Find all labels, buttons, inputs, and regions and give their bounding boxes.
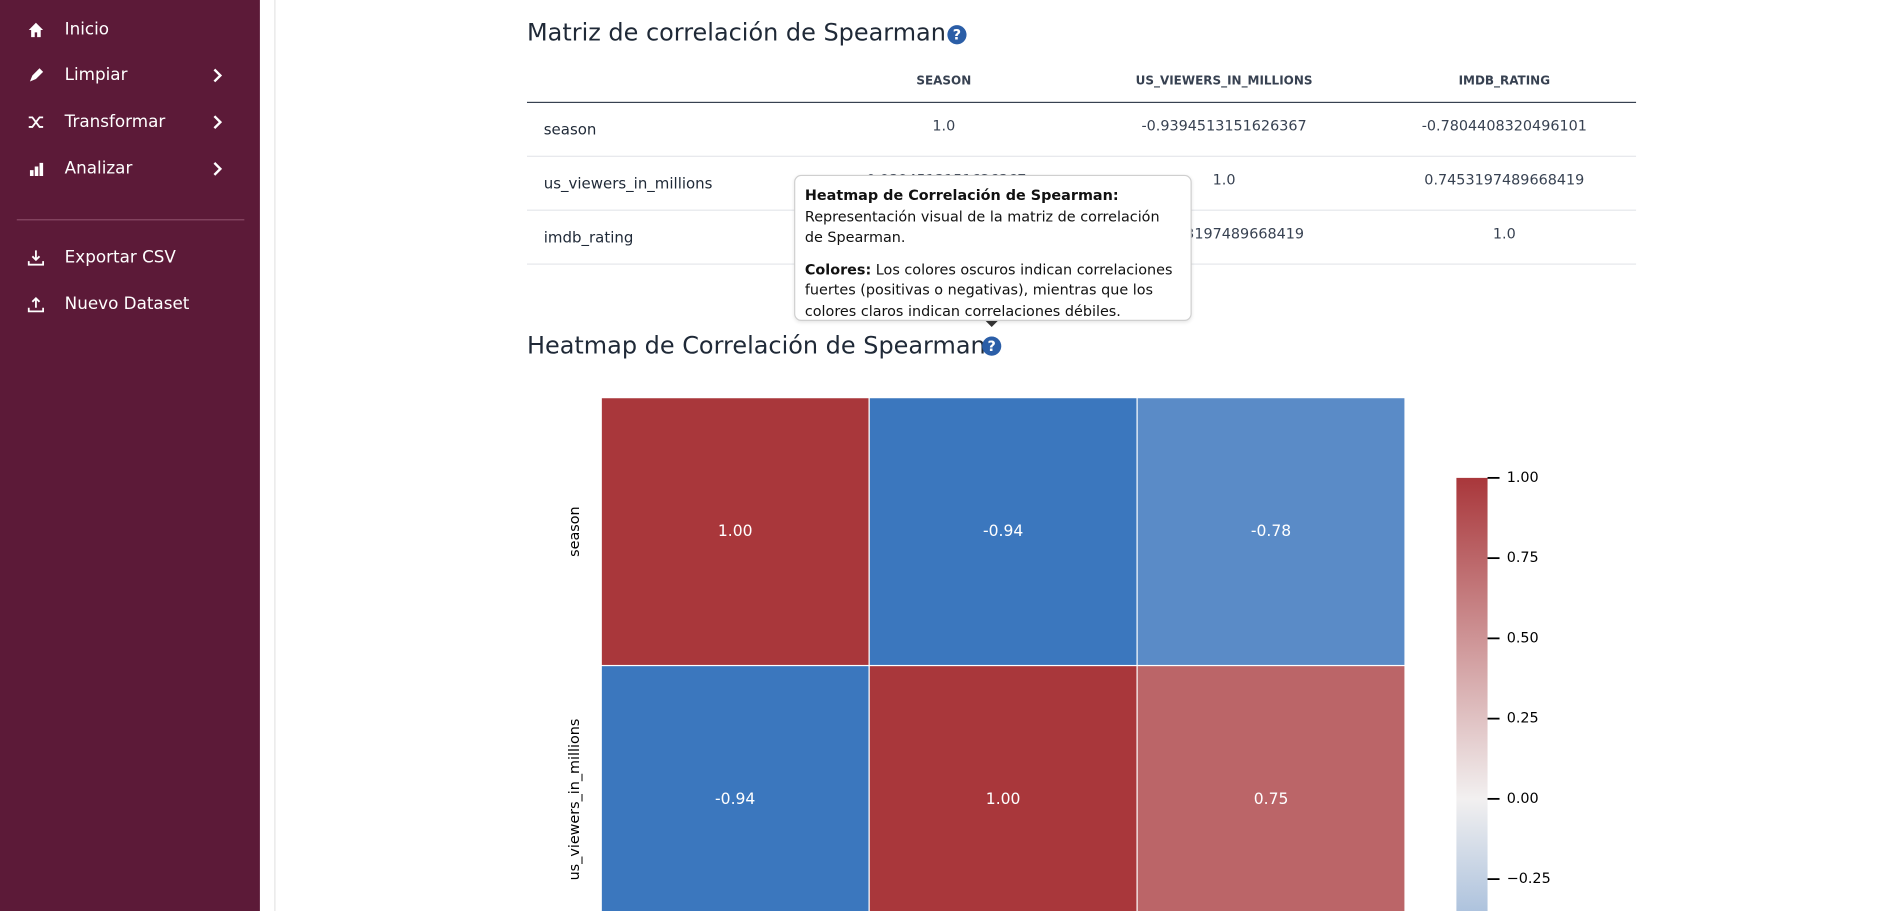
column-header: IMDB_RATING: [1458, 74, 1551, 89]
tooltip-heading: Colores:: [804, 260, 872, 278]
table-cell: -0.9394513151626367: [1141, 117, 1307, 135]
heatmap-title: Heatmap de Correlación de Spearman: [526, 330, 986, 360]
icon: [28, 22, 44, 38]
sidebar: Inicio Limpiar Transformar Analizar Expo…: [0, 0, 260, 911]
chevron: [213, 68, 223, 83]
help-icon[interactable]: ?: [982, 336, 1002, 356]
heatmap-cell: [868, 397, 1138, 667]
row-label: imdb_rating: [543, 228, 634, 247]
table-cell: 0.7453197489668419: [1424, 171, 1585, 189]
tooltip: Heatmap de Correlación de Spearman: Repr…: [794, 174, 1192, 321]
icon: [29, 68, 44, 82]
nav-item[interactable]: Transformar: [64, 112, 166, 132]
row-label: season: [543, 120, 597, 139]
table-cell: 1.0: [932, 117, 956, 135]
heatmap-cell: [600, 664, 870, 911]
column-header: SEASON: [916, 74, 972, 89]
heatmap-cell: [1136, 397, 1406, 667]
colorbar-tick-label: −0.25: [1507, 871, 1551, 887]
nav-item[interactable]: Limpiar: [64, 65, 128, 86]
colorbar: [1456, 477, 1488, 911]
icon: [29, 162, 44, 177]
row-rule: [526, 155, 1637, 157]
table-cell: 1.0: [1212, 171, 1236, 189]
action-item[interactable]: Nuevo Dataset: [64, 294, 190, 314]
icon: [28, 116, 44, 128]
table-cell: -0.7804408320496101: [1421, 117, 1587, 135]
row-label: us_viewers_in_millions: [543, 174, 713, 193]
cell-label: -0.94: [715, 790, 755, 808]
table-title: Matriz de correlación de Spearman: [526, 17, 946, 47]
colorbar-tick-label: 0.75: [1507, 550, 1539, 566]
header-rule: [526, 101, 1637, 104]
icon: [27, 250, 45, 266]
main-border: [274, 0, 276, 911]
colorbar-tick-label: 0.25: [1507, 711, 1539, 727]
table-cell: 1.0: [1492, 225, 1516, 242]
help-icon[interactable]: ?: [947, 25, 967, 45]
column-header: US_VIEWERS_IN_MILLIONS: [1135, 74, 1313, 89]
tooltip-heading: Heatmap de Correlación de Spearman:: [804, 186, 1119, 204]
tooltip-arrow: [985, 320, 998, 327]
colorbar-tick-label: 0.00: [1507, 791, 1539, 807]
action-item[interactable]: Exportar CSV: [64, 247, 176, 268]
icon: [27, 296, 45, 313]
cell-label: -0.94: [983, 522, 1023, 540]
tooltip-text: Representación visual de la matriz de co…: [804, 207, 1160, 246]
y-tick-label: us_viewers_in_millions: [567, 719, 583, 881]
cell-label: -0.78: [1251, 522, 1291, 540]
cell-label: 1.00: [986, 790, 1021, 808]
y-tick-label: season: [567, 506, 583, 556]
chevron: [213, 162, 223, 176]
nav-item[interactable]: Analizar: [64, 159, 133, 179]
cell-label: 1.00: [718, 522, 753, 540]
heatmap-cell: [1136, 664, 1406, 911]
nav-item[interactable]: Inicio: [64, 20, 110, 40]
cell-label: 0.75: [1254, 790, 1289, 808]
heatmap-cell: [600, 397, 870, 667]
colorbar-tick-label: 0.50: [1507, 630, 1539, 646]
heatmap-cell: [868, 664, 1138, 911]
chevron: [213, 115, 223, 130]
colorbar-tick-label: 1.00: [1507, 470, 1539, 486]
divider: [16, 219, 245, 221]
tooltip-text: Los colores oscuros indican correlacione…: [804, 260, 1173, 320]
